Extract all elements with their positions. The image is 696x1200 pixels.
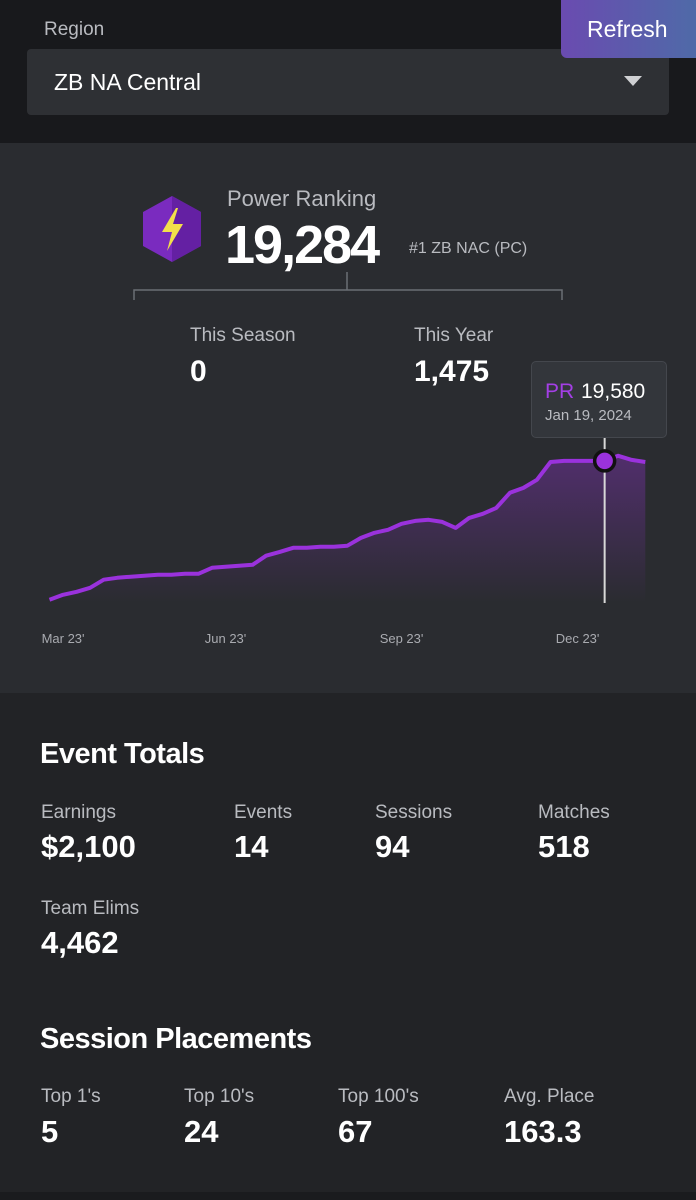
stat-value: $2,100 <box>41 829 136 864</box>
stat-label: Top 1's <box>41 1086 101 1107</box>
stat-value: 14 <box>234 829 269 864</box>
region-label: Region <box>44 19 105 40</box>
power-ranking-value: 19,284 <box>225 215 380 275</box>
stat-value: 518 <box>538 829 590 864</box>
refresh-label: Refresh <box>587 16 668 42</box>
region-select[interactable]: ZB NA Central <box>27 49 669 115</box>
x-tick-label: Sep 23' <box>380 631 424 646</box>
season-value: 0 <box>190 355 207 388</box>
stat-label: Avg. Place <box>504 1086 595 1107</box>
stat-value: 67 <box>338 1114 373 1149</box>
power-icon <box>143 196 201 262</box>
stat-label: Sessions <box>375 802 453 823</box>
refresh-button[interactable]: Refresh <box>561 0 696 58</box>
stat-label: Top 10's <box>184 1086 255 1107</box>
rank-label: #1 ZB NAC (PC) <box>409 240 528 257</box>
stat-label: Events <box>234 802 293 823</box>
tooltip-label: PR <box>545 380 575 403</box>
section-title: Session Placements <box>40 1023 312 1055</box>
line <box>48 453 646 602</box>
stat-label: Earnings <box>41 802 116 823</box>
stat-value: 5 <box>41 1114 59 1149</box>
stat-value: 94 <box>375 829 410 864</box>
stat-value: 163.3 <box>504 1114 582 1149</box>
tooltip-date: Jan 19, 2024 <box>545 407 632 424</box>
area <box>49 455 646 603</box>
chart: Mar 23' Jun 23' Sep 23' Dec 23' <box>42 437 646 646</box>
stat-value: 4,462 <box>41 925 119 960</box>
x-tick-label: Dec 23' <box>556 631 600 646</box>
stat-label: Top 100's <box>338 1086 419 1107</box>
x-tick-label: Jun 23' <box>205 631 247 646</box>
stat-value: 24 <box>184 1114 219 1149</box>
tooltip-value: 19,580 <box>581 380 646 403</box>
tooltip: PR 19,580 Jan 19, 2024 <box>531 361 667 438</box>
year-value: 1,475 <box>414 355 490 388</box>
hover-point <box>592 449 617 473</box>
dropdown-arrow <box>624 76 642 86</box>
section-title: Event Totals <box>40 738 205 770</box>
power-ranking-label: Power Ranking <box>227 186 377 211</box>
season-label: This Season <box>190 325 296 346</box>
x-tick-label: Mar 23' <box>42 631 85 646</box>
stat-label: Team Elims <box>41 898 140 919</box>
year-label: This Year <box>414 325 494 346</box>
divider <box>0 1192 696 1200</box>
stat-label: Matches <box>538 802 610 823</box>
region-value: ZB NA Central <box>54 69 201 95</box>
bracket <box>133 272 563 300</box>
